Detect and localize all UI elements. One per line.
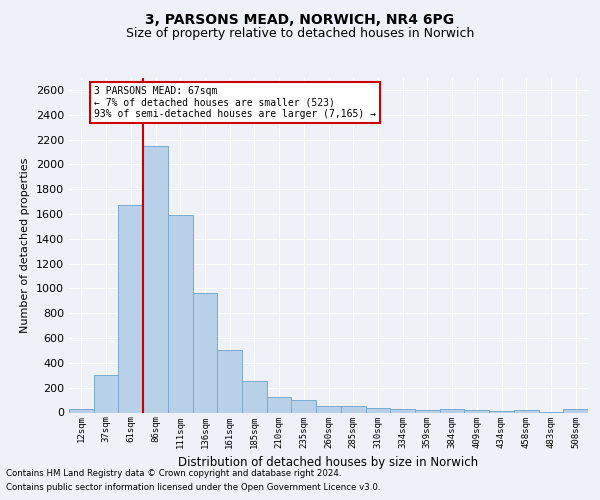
Bar [69, 410, 94, 412]
X-axis label: Distribution of detached houses by size in Norwich: Distribution of detached houses by size … [178, 456, 479, 469]
Bar [415, 410, 440, 412]
Bar [118, 206, 143, 412]
Y-axis label: Number of detached properties: Number of detached properties [20, 158, 31, 332]
Bar [217, 350, 242, 412]
Text: Contains HM Land Registry data © Crown copyright and database right 2024.: Contains HM Land Registry data © Crown c… [6, 468, 341, 477]
Bar [440, 409, 464, 412]
Bar [292, 400, 316, 412]
Text: Contains public sector information licensed under the Open Government Licence v3: Contains public sector information licen… [6, 484, 380, 492]
Bar [514, 410, 539, 412]
Bar [168, 215, 193, 412]
Bar [143, 146, 168, 412]
Bar [316, 406, 341, 412]
Bar [365, 408, 390, 412]
Bar [390, 409, 415, 412]
Text: Size of property relative to detached houses in Norwich: Size of property relative to detached ho… [126, 28, 474, 40]
Bar [563, 409, 588, 412]
Bar [242, 382, 267, 412]
Bar [464, 410, 489, 412]
Bar [94, 376, 118, 412]
Bar [341, 406, 365, 412]
Text: 3 PARSONS MEAD: 67sqm
← 7% of detached houses are smaller (523)
93% of semi-deta: 3 PARSONS MEAD: 67sqm ← 7% of detached h… [94, 86, 376, 120]
Text: 3, PARSONS MEAD, NORWICH, NR4 6PG: 3, PARSONS MEAD, NORWICH, NR4 6PG [145, 12, 455, 26]
Bar [193, 294, 217, 412]
Bar [267, 397, 292, 412]
